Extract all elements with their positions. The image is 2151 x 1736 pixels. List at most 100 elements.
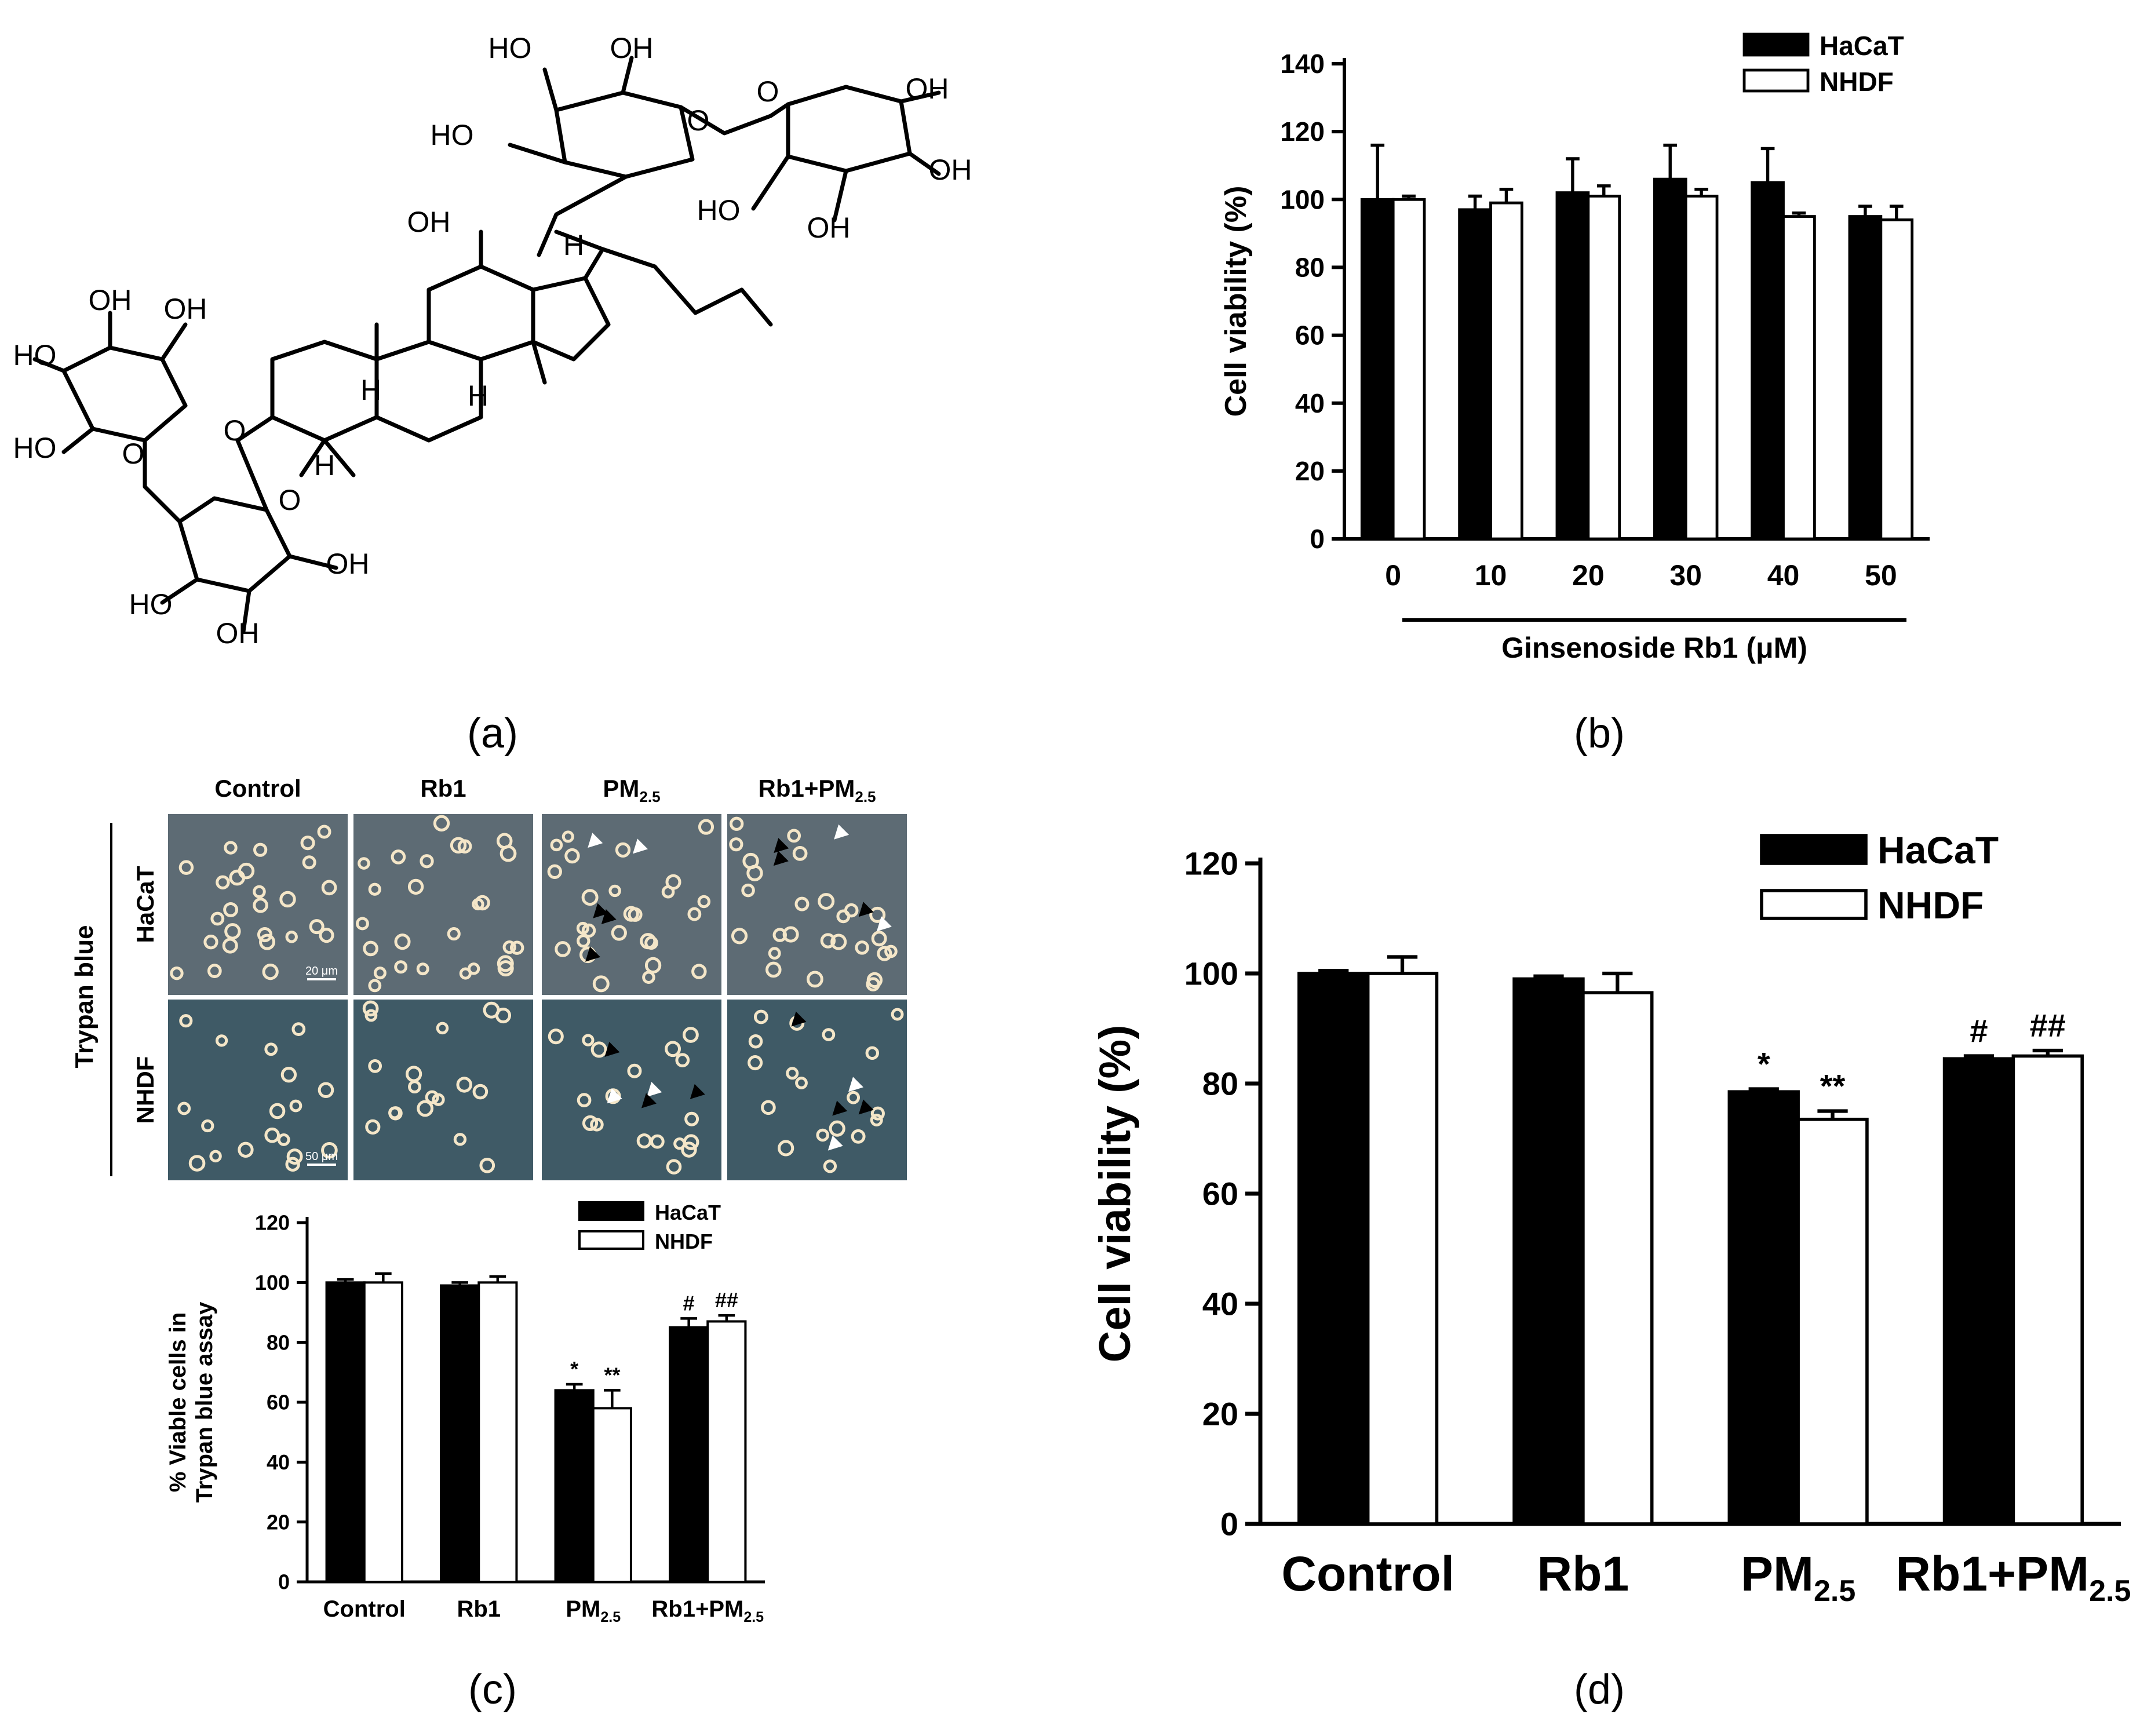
dead-cell-arrow — [601, 909, 617, 924]
micrograph-panel — [727, 1000, 907, 1180]
live-cell-arrow — [588, 833, 603, 848]
cell — [388, 1106, 403, 1121]
cell — [253, 898, 268, 913]
cell — [177, 1102, 191, 1115]
structure-atom-label: OH — [89, 284, 132, 316]
panel-label-a: (a) — [467, 710, 518, 757]
x-tick-label: 10 — [1475, 559, 1507, 592]
panel-c-micrographs: Control Rb1 PM2.5 Rb1+PM2.5 20 μm 50 μm HaCaT N… — [70, 775, 907, 1180]
y-tick-label: 20 — [1295, 456, 1325, 486]
dead-cell-arrow — [774, 838, 789, 854]
cell — [207, 964, 222, 978]
live-cell-arrow — [633, 838, 648, 854]
micrograph-panel — [353, 1000, 533, 1180]
structure-atom-label: OH — [610, 32, 654, 64]
dead-cell-arrow — [593, 903, 608, 918]
cell — [279, 891, 296, 908]
y-tick-label: 100 — [1280, 184, 1325, 214]
legend-label-nhdf: NHDF — [1877, 884, 1984, 927]
bar-nhdf — [1489, 201, 1523, 541]
x-tick-label: 30 — [1669, 559, 1702, 592]
dead-cell-arrow — [858, 1099, 874, 1115]
micrograph-column-label: Rb1 — [420, 775, 466, 802]
cell — [590, 1041, 607, 1058]
y-tick-label: 100 — [255, 1271, 290, 1294]
cell — [698, 819, 714, 835]
cell — [592, 975, 610, 993]
structure-atom-label: HO — [431, 119, 474, 151]
bar-nhdf — [1782, 215, 1816, 541]
ring-d — [531, 276, 611, 362]
cell — [321, 880, 337, 896]
ring-glucose-top-left — [554, 90, 695, 179]
cell — [741, 883, 755, 898]
cell — [818, 893, 835, 910]
cell — [691, 964, 707, 979]
bond-top-oh-5 — [907, 151, 941, 176]
bond-top-oh-1 — [542, 67, 559, 112]
cell — [844, 903, 859, 918]
x-tick-label: PM2.5 — [1741, 1547, 1855, 1608]
bar-nhdf — [477, 1281, 518, 1583]
cell — [203, 935, 218, 950]
cell — [264, 1127, 280, 1143]
y-tick-label: 100 — [1184, 955, 1238, 992]
cell — [870, 1106, 885, 1121]
cell — [238, 1141, 254, 1158]
cell — [615, 842, 631, 858]
cell — [675, 1053, 690, 1067]
x-tick-label: Rb1 — [457, 1596, 501, 1622]
x-tick-label: 40 — [1767, 559, 1800, 592]
x-tick-label: Rb1+PM2.5 — [1895, 1547, 2131, 1608]
legend-swatch-nhdf — [1760, 889, 1868, 920]
bar-nhdf — [2011, 1054, 2084, 1526]
y-tick-label: 80 — [1202, 1066, 1238, 1102]
structure-atom-label: H — [563, 229, 584, 261]
cell — [869, 906, 886, 923]
cell — [215, 1034, 228, 1047]
structure-atom-label: H — [314, 449, 335, 482]
legend-swatch-hacat — [578, 1201, 644, 1221]
y-tick-label: 60 — [267, 1391, 290, 1414]
cell — [608, 884, 621, 898]
cell — [483, 1001, 500, 1019]
bar-nhdf — [706, 1320, 747, 1583]
bar-hacat — [440, 1284, 480, 1583]
dead-cell-arrow — [604, 1042, 620, 1057]
ring-glucose-left — [61, 345, 188, 443]
y-tick-label: 60 — [1202, 1176, 1238, 1212]
cell — [510, 940, 524, 955]
cell — [285, 931, 298, 943]
y-tick-label: 120 — [1280, 116, 1325, 147]
cell — [823, 1159, 837, 1173]
bond-top-oh-6 — [832, 169, 848, 223]
cell — [795, 1077, 808, 1089]
y-tick-label: 40 — [1202, 1286, 1238, 1322]
bond-bottom-oh-3 — [287, 554, 338, 570]
y-tick-label: 40 — [267, 1450, 290, 1474]
cell — [564, 848, 580, 864]
cell — [210, 911, 225, 926]
cell — [262, 964, 279, 980]
cell — [356, 917, 369, 931]
chart-b: 0 20 40 60 80 100 120 140 0 10 20 30 40 50 HaCaT NHDF Ce… — [1219, 31, 1930, 664]
structure-atom-label: O — [122, 437, 145, 470]
cell — [500, 845, 517, 862]
x-tick-label: Rb1+PM2.5 — [651, 1596, 764, 1625]
cell — [555, 941, 571, 957]
cell — [891, 1008, 904, 1021]
cell — [782, 926, 799, 943]
cell — [640, 933, 657, 950]
bond-link-bottom-core — [235, 438, 269, 512]
bar-hacat — [1751, 181, 1785, 541]
cell — [611, 925, 627, 941]
bar-hacat — [1555, 191, 1590, 541]
cell — [855, 940, 869, 955]
y-tick-label: 60 — [1295, 320, 1325, 351]
cell — [456, 1077, 472, 1093]
bar-hacat — [1653, 177, 1687, 541]
dead-cell-arrow — [641, 1093, 657, 1108]
cell — [550, 838, 563, 852]
cell — [285, 1157, 300, 1172]
